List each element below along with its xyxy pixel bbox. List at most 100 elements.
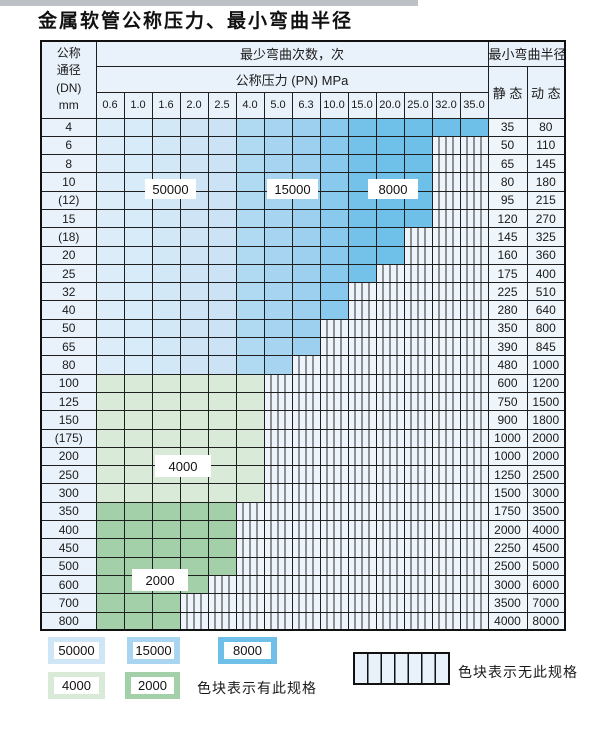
spec-unavailable-cell bbox=[431, 520, 461, 540]
static-header: 静 态 bbox=[487, 65, 528, 119]
spec-available-cell bbox=[95, 300, 125, 320]
spec-unavailable-cell bbox=[347, 428, 377, 448]
spec-available-cell bbox=[235, 245, 265, 265]
static-radius-cell: 2250 bbox=[487, 538, 528, 558]
spec-available-cell bbox=[123, 337, 153, 357]
spec-unavailable-cell bbox=[403, 593, 433, 613]
spec-available-cell bbox=[179, 263, 209, 284]
spec-available-cell bbox=[347, 117, 377, 137]
legend-no-spec-swatch bbox=[353, 652, 450, 685]
dn-cell: 250 bbox=[40, 465, 97, 485]
spec-unavailable-cell bbox=[319, 556, 349, 576]
spec-available-cell bbox=[123, 263, 153, 284]
spec-available-cell bbox=[235, 337, 265, 357]
spec-available-cell bbox=[207, 190, 237, 210]
spec-available-cell bbox=[291, 245, 321, 265]
dynamic-radius-cell: 145 bbox=[526, 154, 566, 174]
spec-unavailable-cell bbox=[459, 556, 489, 576]
table-row: 350 1750 3500 bbox=[40, 501, 566, 522]
spec-available-cell bbox=[347, 245, 377, 265]
spec-unavailable-cell bbox=[431, 227, 461, 247]
spec-available-cell bbox=[319, 227, 349, 247]
spec-available-cell bbox=[375, 154, 405, 174]
spec-available-cell bbox=[319, 300, 349, 320]
spec-available-cell bbox=[263, 282, 293, 302]
table-row: 25 175 400 bbox=[40, 263, 566, 284]
dn-cell: 50 bbox=[40, 318, 97, 339]
legend-has-spec-label: 色块表示有此规格 bbox=[197, 680, 317, 696]
spec-available-cell bbox=[95, 428, 125, 448]
spec-available-cell bbox=[151, 263, 181, 284]
spec-available-cell bbox=[151, 391, 181, 412]
spec-available-cell bbox=[95, 135, 125, 156]
static-radius-cell: 65 bbox=[487, 154, 528, 174]
static-radius-cell: 3500 bbox=[487, 593, 528, 613]
spec-available-cell bbox=[403, 135, 433, 156]
spec-unavailable-cell bbox=[291, 520, 321, 540]
spec-available-cell bbox=[207, 465, 237, 485]
table-row: 800 4000 8000 bbox=[40, 611, 566, 631]
spec-unavailable-cell bbox=[459, 282, 489, 302]
pressure-column-header: 5.0 bbox=[263, 91, 293, 119]
spec-available-cell bbox=[95, 227, 125, 247]
dn-cell: 100 bbox=[40, 373, 97, 393]
table-row: (18) 145 325 bbox=[40, 227, 566, 247]
dn-cell: 25 bbox=[40, 263, 97, 284]
dn-cell: 450 bbox=[40, 538, 97, 558]
spec-available-cell bbox=[207, 391, 237, 412]
spec-unavailable-cell bbox=[431, 282, 461, 302]
spec-available-cell bbox=[291, 337, 321, 357]
spec-unavailable-cell bbox=[459, 300, 489, 320]
pressure-column-header: 25.0 bbox=[403, 91, 433, 119]
spec-unavailable-cell bbox=[459, 574, 489, 595]
spec-available-cell bbox=[179, 282, 209, 302]
spec-unavailable-cell bbox=[347, 446, 377, 467]
spec-available-cell bbox=[95, 282, 125, 302]
dn-cell: 150 bbox=[40, 410, 97, 430]
spec-available-cell bbox=[123, 538, 153, 558]
spec-unavailable-cell bbox=[459, 208, 489, 229]
spec-available-cell bbox=[123, 117, 153, 137]
spec-available-cell bbox=[319, 282, 349, 302]
static-radius-cell: 600 bbox=[487, 373, 528, 393]
spec-unavailable-cell bbox=[291, 373, 321, 393]
dn-cell: 400 bbox=[40, 520, 97, 540]
spec-unavailable-cell bbox=[403, 538, 433, 558]
spec-unavailable-cell bbox=[375, 318, 405, 339]
legend-swatch: 50000 bbox=[48, 637, 105, 664]
spec-unavailable-cell bbox=[263, 501, 293, 522]
spec-available-cell bbox=[459, 117, 489, 137]
dynamic-radius-cell: 400 bbox=[526, 263, 566, 284]
dynamic-radius-cell: 7000 bbox=[526, 593, 566, 613]
static-radius-cell: 160 bbox=[487, 245, 528, 265]
spec-unavailable-cell bbox=[459, 154, 489, 174]
spec-available-cell bbox=[123, 391, 153, 412]
spec-available-cell bbox=[207, 300, 237, 320]
legend-swatch: 8000 bbox=[218, 637, 277, 664]
spec-unavailable-cell bbox=[291, 446, 321, 467]
spec-unavailable-cell bbox=[347, 520, 377, 540]
spec-unavailable-cell bbox=[319, 373, 349, 393]
spec-available-cell bbox=[207, 318, 237, 339]
spec-unavailable-cell bbox=[403, 263, 433, 284]
dynamic-radius-cell: 1800 bbox=[526, 410, 566, 430]
spec-unavailable-cell bbox=[375, 574, 405, 595]
spec-available-cell bbox=[235, 208, 265, 229]
spec-unavailable-cell bbox=[235, 556, 265, 576]
bend-cycles-header: 最少弯曲次数，次 bbox=[95, 40, 489, 67]
spec-unavailable-cell bbox=[431, 538, 461, 558]
table-row: 40 280 640 bbox=[40, 300, 566, 320]
static-radius-cell: 2000 bbox=[487, 520, 528, 540]
spec-available-cell bbox=[151, 282, 181, 302]
spec-unavailable-cell bbox=[291, 428, 321, 448]
spec-unavailable-cell bbox=[375, 501, 405, 522]
dn-cell: 8 bbox=[40, 154, 97, 174]
dn-cell: 125 bbox=[40, 391, 97, 412]
spec-unavailable-cell bbox=[347, 593, 377, 613]
pressure-column-header: 4.0 bbox=[235, 91, 265, 119]
spec-available-cell bbox=[179, 135, 209, 156]
spec-available-cell bbox=[95, 483, 125, 503]
spec-unavailable-cell bbox=[263, 520, 293, 540]
spec-unavailable-cell bbox=[459, 190, 489, 210]
spec-available-cell bbox=[151, 300, 181, 320]
